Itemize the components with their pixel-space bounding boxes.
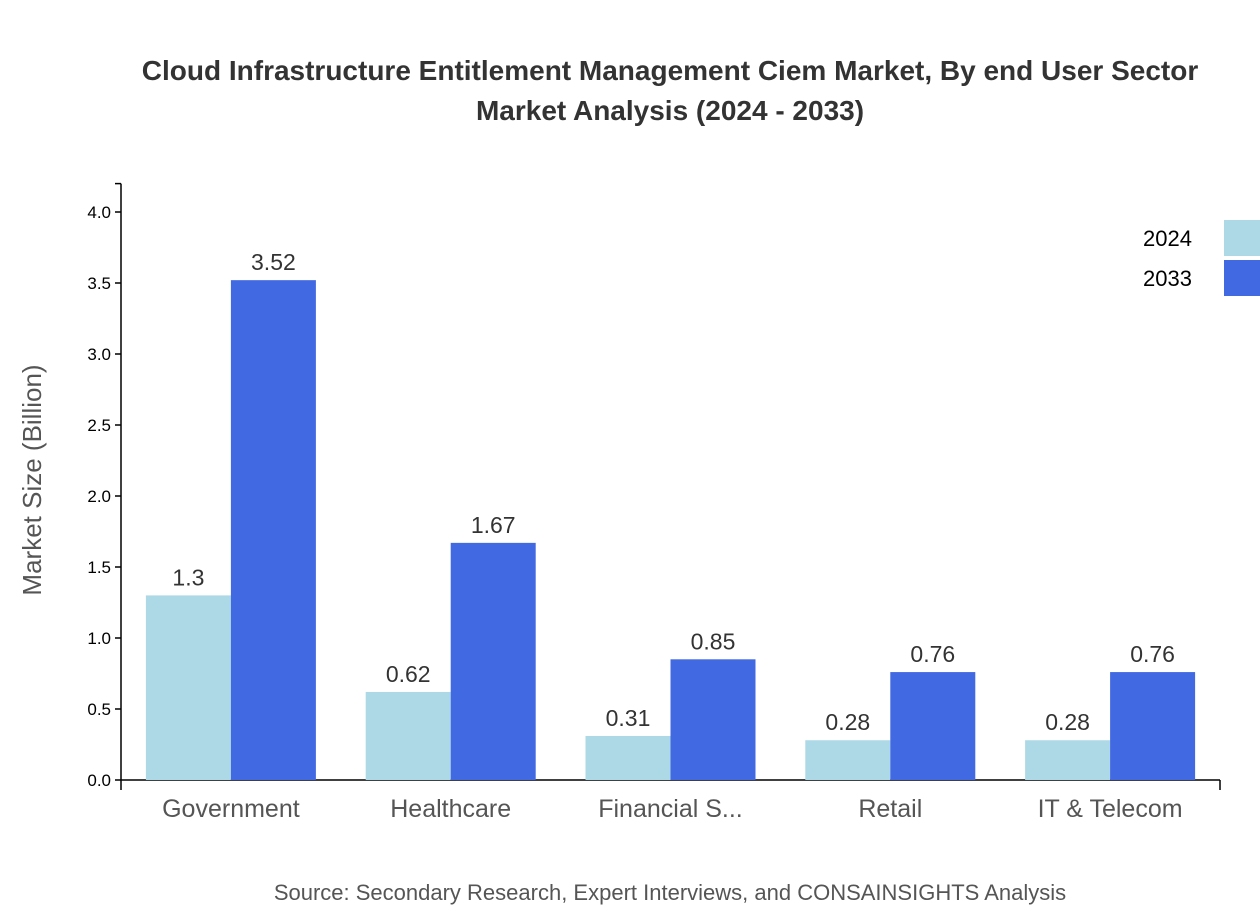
data-label: 0.76: [1130, 641, 1175, 667]
data-label: 3.52: [251, 249, 296, 275]
y-tick-label: 4.0: [87, 203, 111, 222]
bar-2024: [145, 595, 231, 780]
bar-2033: [890, 672, 976, 780]
x-tick-label: Financial S...: [598, 795, 743, 823]
chart-title-line2: Market Analysis (2024 - 2033): [476, 95, 864, 126]
bar-2033: [1110, 672, 1196, 780]
bar-2024: [1025, 740, 1111, 780]
bar-2024: [585, 735, 671, 780]
data-label: 0.85: [691, 628, 736, 654]
y-tick-label: 3.5: [87, 274, 111, 293]
y-tick-label: 1.0: [87, 629, 111, 648]
x-tick-label: Government: [162, 795, 300, 823]
data-label: 1.3: [172, 564, 204, 590]
data-label: 0.28: [825, 709, 870, 735]
y-tick-label: 1.5: [87, 558, 111, 577]
y-axis-label: Market Size (Billion): [17, 364, 47, 595]
bar-2024: [805, 740, 891, 780]
x-tick-label: Retail: [858, 795, 922, 823]
data-label: 1.67: [471, 512, 516, 538]
bar-2024: [365, 691, 451, 780]
y-tick-label: 0.5: [87, 700, 111, 719]
legend-swatch: [1224, 260, 1260, 296]
legend-label: 2024: [1143, 226, 1192, 251]
bar-2033: [450, 542, 536, 780]
source-note: Source: Secondary Research, Expert Inter…: [274, 880, 1066, 905]
legend-label: 2033: [1143, 266, 1192, 291]
y-tick-label: 3.0: [87, 345, 111, 364]
y-tick-label: 0.0: [87, 771, 111, 790]
x-tick-label: IT & Telecom: [1038, 795, 1183, 823]
bar-2033: [670, 659, 756, 780]
data-label: 0.31: [606, 705, 651, 731]
data-label: 0.62: [386, 661, 431, 687]
y-tick-label: 2.0: [87, 487, 111, 506]
y-tick-label: 2.5: [87, 416, 111, 435]
x-tick-label: Healthcare: [390, 795, 511, 823]
legend-swatch: [1224, 220, 1260, 256]
chart-title-line1: Cloud Infrastructure Entitlement Managem…: [142, 55, 1199, 86]
data-label: 0.76: [910, 641, 955, 667]
data-label: 0.28: [1045, 709, 1090, 735]
bar-2033: [230, 280, 316, 780]
